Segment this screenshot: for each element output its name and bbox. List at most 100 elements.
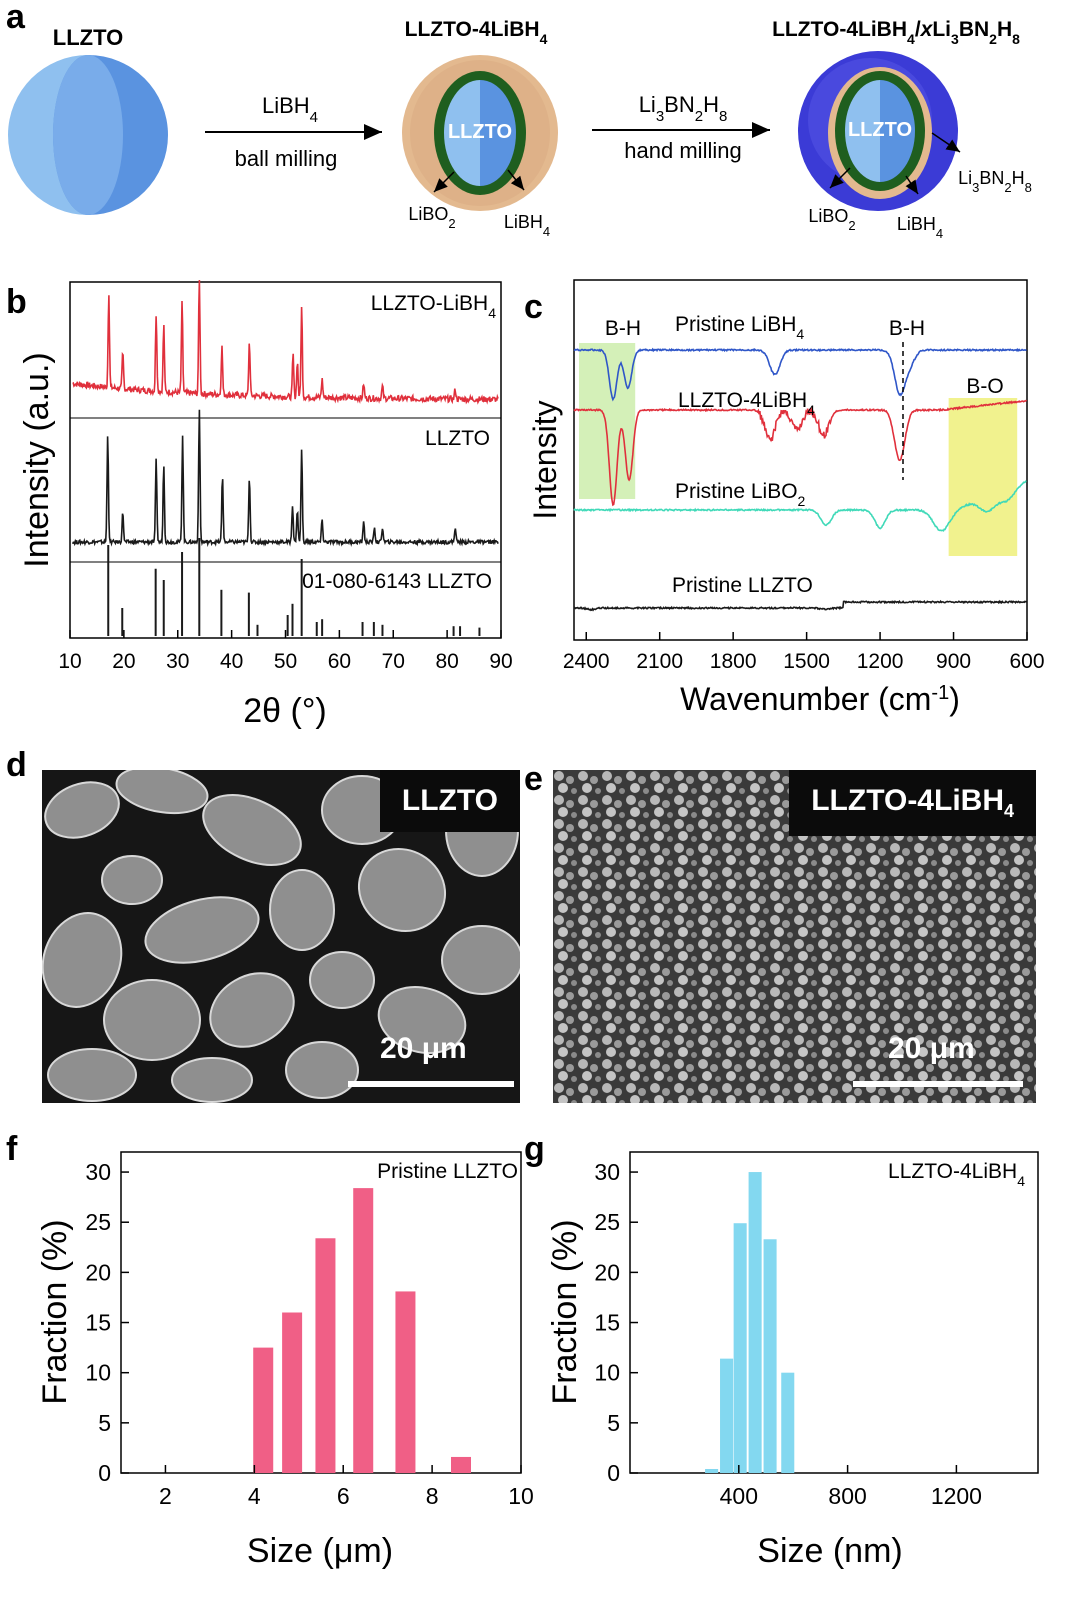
ftir-xlabel: Wavenumber (cm-1) bbox=[680, 681, 960, 717]
hist-ytick-label: 30 bbox=[594, 1159, 620, 1185]
ftir-frame bbox=[573, 279, 1028, 641]
scale-label-e: 20 μm bbox=[888, 1032, 975, 1065]
hist-xtick-label: 800 bbox=[828, 1483, 866, 1509]
hist-ytick-label: 10 bbox=[594, 1360, 620, 1386]
histogram-bar bbox=[315, 1238, 336, 1473]
histogram-bar bbox=[705, 1468, 719, 1473]
ftir-ylabel: Intensity bbox=[530, 400, 563, 519]
sem-tag-llzto: LLZTO bbox=[379, 770, 520, 832]
hist-ytick-label: 20 bbox=[85, 1259, 111, 1285]
xrd-series-line-2 bbox=[71, 409, 499, 548]
xrd-series-label-3: 01-080-6143 LLZTO bbox=[302, 570, 492, 593]
mid-libh4-label: LiBH4 bbox=[504, 212, 550, 239]
ftir-xtick-label: 2400 bbox=[563, 650, 610, 673]
right-libo2-label: LiBO2 bbox=[808, 206, 855, 233]
ftir-series-label-1: Pristine LiBH4 bbox=[675, 313, 804, 342]
scale-bar-d bbox=[348, 1081, 514, 1087]
panel-letter-b: b bbox=[6, 283, 27, 321]
panel-letter-d: d bbox=[6, 746, 27, 784]
panel-letter-e: e bbox=[524, 760, 543, 798]
hist-g-frame bbox=[629, 1151, 1039, 1474]
llzto-libh4-li3bn2h8-sphere bbox=[798, 51, 958, 211]
histogram-bar bbox=[781, 1372, 795, 1473]
scale-label-d: 20 μm bbox=[380, 1032, 467, 1065]
mid-libo2-label: LiBO2 bbox=[408, 204, 455, 231]
hist-xtick-label: 4 bbox=[248, 1483, 261, 1509]
right-libh4-pointer bbox=[905, 175, 919, 195]
hist-f-legend: Pristine LLZTO bbox=[377, 1160, 518, 1183]
scheme-mid-title: LLZTO-4LiBH4 bbox=[405, 18, 548, 47]
right-shell-label: Li3BN2H8 bbox=[958, 168, 1032, 195]
ftir-series-label-4: Pristine LLZTO bbox=[672, 574, 813, 597]
histogram-bar bbox=[353, 1188, 374, 1473]
hist-g-legend: LLZTO-4LiBH4 bbox=[888, 1160, 1025, 1189]
xrd-chart: 10 20 30 40 50 60 70 80 90 LLZTO-LiBH4 LLZTO 01-… bbox=[18, 279, 513, 730]
sem-tag-llzto-libh4: LLZTO-4LiBH4 bbox=[789, 770, 1036, 836]
xrd-ylabel: Intensity (a.u.) bbox=[18, 352, 56, 567]
scheme-right-title: LLZTO-4LiBH4/xLi3BN2H8 bbox=[772, 18, 1020, 47]
histogram-bar bbox=[395, 1291, 416, 1473]
ftir-series-label-2: LLZTO-4LiBH4 bbox=[678, 389, 815, 418]
histogram-bar bbox=[253, 1347, 274, 1473]
xrd-xtick-label: 60 bbox=[328, 650, 351, 673]
bh-left-annotation: B-H bbox=[605, 317, 641, 340]
ftir-chart: 2400 2100 1800 1500 1200 900 600 B-H B-H B-O P… bbox=[530, 279, 1045, 717]
ftir-xtick-label: 1200 bbox=[857, 650, 904, 673]
arrow2-process: hand milling bbox=[624, 138, 741, 163]
bh-right-annotation: B-H bbox=[889, 317, 925, 340]
histogram-bar bbox=[282, 1312, 303, 1473]
xrd-series-label-2: LLZTO bbox=[425, 427, 490, 450]
xrd-xtick-label: 50 bbox=[274, 650, 297, 673]
hist-ytick-label: 20 bbox=[594, 1259, 620, 1285]
xrd-series-label-1: LLZTO-LiBH4 bbox=[371, 292, 496, 321]
right-shell-pointer bbox=[931, 132, 961, 153]
mid-libo2-pointer bbox=[433, 171, 455, 193]
right-core-label: LLZTO bbox=[848, 119, 912, 141]
size-histogram-llzto: 2 4 6 8 10 0 5 10 15 20 25 30 Pristine LLZTO Size (… bbox=[36, 1151, 534, 1570]
xrd-xtick-label: 10 bbox=[58, 650, 81, 673]
hist-f-ylabel: Fraction (%) bbox=[36, 1219, 74, 1404]
xrd-xtick-label: 70 bbox=[382, 650, 405, 673]
xrd-xtick-label: 40 bbox=[220, 650, 243, 673]
hist-ytick-label: 25 bbox=[594, 1209, 620, 1235]
ftir-xtick-label: 600 bbox=[1009, 650, 1044, 673]
histogram-bar bbox=[451, 1456, 471, 1473]
panel-letter-c: c bbox=[524, 288, 543, 326]
xrd-xtick-label: 80 bbox=[435, 650, 458, 673]
hist-xtick-label: 8 bbox=[426, 1483, 439, 1509]
hist-ytick-label: 25 bbox=[85, 1209, 111, 1235]
ftir-series-line-3 bbox=[573, 480, 1027, 532]
mid-core-label: LLZTO bbox=[448, 121, 512, 143]
panel-letter-f: f bbox=[6, 1130, 18, 1168]
sem-image-llzto-libh4: LLZTO-4LiBH4 20 μm bbox=[553, 770, 1036, 1103]
panel-letter-g: g bbox=[524, 1130, 545, 1168]
xrd-xtick-label: 90 bbox=[489, 650, 512, 673]
bo-annotation: B-O bbox=[966, 375, 1003, 398]
ftir-series-line-4 bbox=[573, 599, 1027, 612]
xrd-xtick-label: 20 bbox=[112, 650, 135, 673]
arrow2-reagent: Li3BN2H8 bbox=[639, 92, 728, 125]
hist-ytick-label: 5 bbox=[607, 1410, 620, 1436]
histogram-bar bbox=[733, 1223, 747, 1473]
hist-ytick-label: 10 bbox=[85, 1360, 111, 1386]
xrd-xlabel: 2θ (°) bbox=[243, 692, 327, 730]
ftir-xtick-label: 900 bbox=[936, 650, 971, 673]
hist-ytick-label: 15 bbox=[85, 1310, 111, 1336]
hist-xtick-label: 10 bbox=[508, 1483, 534, 1509]
hist-ytick-label: 0 bbox=[98, 1460, 111, 1486]
sem-image-llzto: LLZTO 20 μm bbox=[42, 770, 520, 1103]
ftir-series-label-3: Pristine LiBO2 bbox=[675, 480, 806, 509]
mid-libh4-pointer bbox=[507, 169, 525, 191]
ftir-xtick-label: 2100 bbox=[636, 650, 683, 673]
ftir-xtick-label: 1500 bbox=[783, 650, 830, 673]
scale-bar-e bbox=[853, 1081, 1023, 1087]
hist-f-xlabel: Size (μm) bbox=[247, 1532, 393, 1570]
hist-ytick-label: 30 bbox=[85, 1159, 111, 1185]
hist-xtick-label: 6 bbox=[337, 1483, 350, 1509]
arrow1-process: ball milling bbox=[235, 146, 338, 171]
ftir-xtick-label: 1800 bbox=[710, 650, 757, 673]
hist-g-xlabel: Size (nm) bbox=[757, 1532, 902, 1570]
size-histogram-llzto-libh4: 400 800 1200 0 5 10 15 20 25 30 LLZTO-4LiBH4 Size… bbox=[546, 1151, 1039, 1570]
ftir-series-line-2 bbox=[573, 399, 1028, 507]
arrow1-reagent: LiBH4 bbox=[262, 93, 318, 126]
